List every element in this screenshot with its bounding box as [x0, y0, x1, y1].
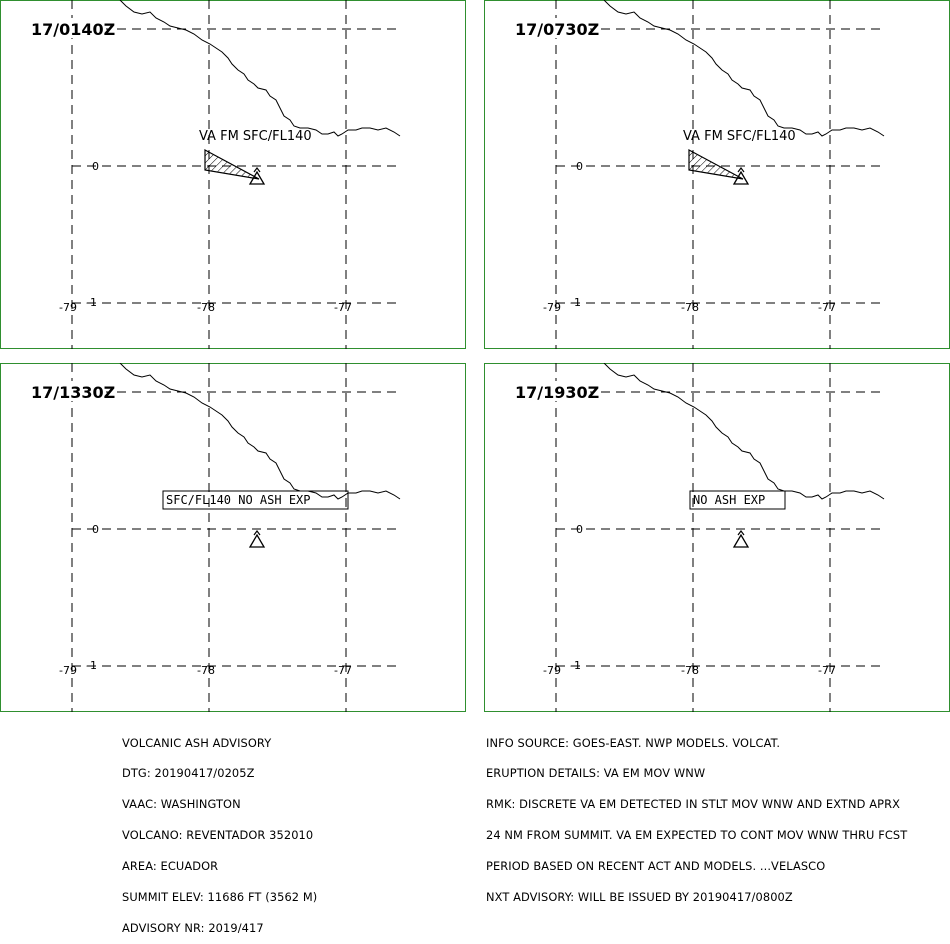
advisory-line: VOLCANIC ASH ADVISORY [122, 735, 272, 750]
coastline [603, 0, 885, 137]
advisory-line: 24 NM FROM SUMMIT. VA EM EXPECTED TO CON… [486, 828, 908, 843]
lon-label: -79 [543, 664, 561, 677]
lon-label: -78 [197, 301, 215, 314]
lon-label: -77 [818, 301, 836, 314]
lat-label-minus1: -1 [570, 296, 581, 309]
lat-label-0: 0 [576, 523, 583, 536]
ash-cloud-polygon [204, 148, 260, 180]
lon-label: -79 [59, 301, 77, 314]
volcano-icon [732, 530, 750, 548]
lat-label-minus1: -1 [570, 659, 581, 672]
advisory-line: DTG: 20190417/0205Z [122, 766, 255, 781]
no-ash-label: NO ASH EXP [689, 490, 786, 510]
map-svg: 0 -1 -79 -78 -77 17/0140Z VA FM SFC/FL140 [0, 0, 466, 349]
map-svg: 0 -1 -79 -78 -77 17/1330Z SFC/FL140 NO ASH EXP [0, 363, 466, 712]
volcano-icon-vent [737, 167, 745, 173]
volcano-icon-cone [732, 533, 750, 548]
lon-label: -79 [543, 301, 561, 314]
advisory-line: SUMMIT ELEV: 11686 FT (3562 M) [122, 890, 318, 905]
advisory-line: NXT ADVISORY: WILL BE ISSUED BY 20190417… [486, 890, 793, 905]
time-label-bg [28, 381, 106, 401]
map-panel: 0 -1 -79 -78 -77 17/0140Z VA FM SFC/FL140 [0, 0, 466, 349]
ash-cloud-polygon [688, 148, 744, 180]
lon-label: -79 [59, 664, 77, 677]
valid-time-label: 17/0140Z [31, 20, 115, 39]
panel-frame [0, 363, 466, 712]
valid-time-label: 17/1330Z [31, 383, 115, 402]
advisory-info-left: VOLCANIC ASH ADVISORY DTG: 20190417/0205… [122, 717, 317, 944]
advisory-line: ERUPTION DETAILS: VA EM MOV WNW [486, 766, 706, 781]
ash-height-label: VA FM SFC/FL140 [683, 129, 796, 144]
lon-label: -77 [334, 301, 352, 314]
lat-label-0: 0 [92, 523, 99, 536]
time-label-bg [512, 18, 590, 38]
volcano-icon [248, 167, 266, 185]
lon-label: -77 [818, 664, 836, 677]
lat-label-minus1: -1 [86, 659, 97, 672]
lat-label-0: 0 [576, 160, 583, 173]
lon-label: -78 [681, 301, 699, 314]
map-panel: 0 -1 -79 -78 -77 17/0730Z VA FM SFC/FL140 [484, 0, 950, 349]
coastline [119, 0, 401, 137]
no-ash-label-box [162, 490, 349, 510]
volcano-icon [732, 167, 750, 185]
advisory-line: VOLCANO: REVENTADOR 352010 [122, 828, 314, 843]
ash-height-label: VA FM SFC/FL140 [199, 129, 312, 144]
volcano-icon-vent [253, 530, 261, 536]
time-label-bg [28, 18, 106, 38]
lon-label: -78 [681, 664, 699, 677]
advisory-line: PERIOD BASED ON RECENT ACT AND MODELS. .… [486, 859, 826, 874]
no-ash-label: SFC/FL140 NO ASH EXP [162, 490, 349, 510]
advisory-line: VAAC: WASHINGTON [122, 797, 241, 812]
no-ash-label-text: NO ASH EXP [693, 493, 765, 507]
volcano-icon-cone [248, 533, 266, 548]
no-ash-label-text: SFC/FL140 NO ASH EXP [166, 493, 311, 507]
coastline [119, 363, 401, 500]
lon-label: -78 [197, 664, 215, 677]
map-panel: 0 -1 -79 -78 -77 17/1930Z NO ASH EXP [484, 363, 950, 712]
advisory-info-right: INFO SOURCE: GOES-EAST. NWP MODELS. VOLC… [486, 717, 907, 913]
coastline [603, 363, 885, 500]
lat-label-minus1: -1 [86, 296, 97, 309]
volcano-icon-cone [732, 170, 750, 185]
time-label-bg [512, 381, 590, 401]
advisory-line: RMK: DISCRETE VA EM DETECTED IN STLT MOV… [486, 797, 900, 812]
panel-frame [0, 0, 466, 349]
no-ash-label-box [689, 490, 786, 510]
map-panel: 0 -1 -79 -78 -77 17/1330Z SFC/FL140 NO ASH EXP [0, 363, 466, 712]
volcano-icon-vent [737, 530, 745, 536]
lon-label: -77 [334, 664, 352, 677]
advisory-line: INFO SOURCE: GOES-EAST. NWP MODELS. VOLC… [486, 735, 781, 750]
volcano-icon [248, 530, 266, 548]
map-svg: 0 -1 -79 -78 -77 17/0730Z VA FM SFC/FL140 [484, 0, 950, 349]
panel-frame [484, 363, 950, 712]
lat-label-0: 0 [92, 160, 99, 173]
advisory-line: ADVISORY NR: 2019/417 [122, 920, 264, 935]
volcano-icon-cone [248, 170, 266, 185]
valid-time-label: 17/1930Z [515, 383, 599, 402]
advisory-line: AREA: ECUADOR [122, 859, 219, 874]
volcano-icon-vent [253, 167, 261, 173]
map-svg: 0 -1 -79 -78 -77 17/1930Z NO ASH EXP [484, 363, 950, 712]
valid-time-label: 17/0730Z [515, 20, 599, 39]
